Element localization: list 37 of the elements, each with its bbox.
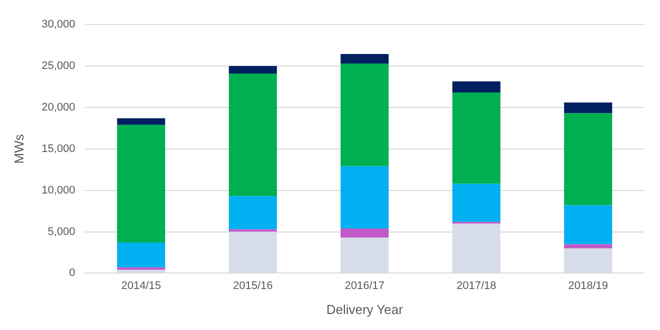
bar bbox=[228, 196, 277, 230]
bar bbox=[452, 81, 500, 93]
bar bbox=[117, 242, 166, 268]
y-tick-label: 10,000 bbox=[42, 184, 76, 196]
bar bbox=[564, 205, 612, 244]
x-axis-title: Delivery Year bbox=[326, 302, 404, 317]
bar bbox=[117, 124, 166, 243]
y-tick-label: 0 bbox=[69, 267, 76, 280]
y-tick-label: 25,000 bbox=[42, 60, 76, 72]
bar bbox=[564, 102, 612, 114]
bar bbox=[340, 166, 389, 228]
x-tick-label: 2017/18 bbox=[456, 280, 496, 292]
bar bbox=[452, 223, 500, 273]
bar bbox=[228, 232, 277, 273]
bar bbox=[228, 229, 277, 232]
bar bbox=[117, 267, 166, 270]
bar bbox=[228, 66, 277, 74]
y-tick-label: 20,000 bbox=[42, 102, 76, 114]
x-tick-label: 2014/15 bbox=[121, 280, 162, 292]
bar bbox=[564, 248, 612, 273]
bar bbox=[564, 244, 612, 248]
bar bbox=[452, 92, 500, 184]
bar bbox=[564, 113, 612, 206]
bar bbox=[340, 54, 389, 64]
x-tick-label: 2018/19 bbox=[568, 280, 608, 292]
bar bbox=[117, 118, 166, 125]
y-tick-label: 30,000 bbox=[42, 18, 76, 31]
x-tick-label: 2015/16 bbox=[232, 280, 273, 292]
bar bbox=[228, 73, 277, 196]
y-tick-label: 15,000 bbox=[42, 142, 76, 155]
bar bbox=[340, 238, 389, 273]
y-axis-title: MWs bbox=[11, 134, 26, 164]
bar bbox=[340, 228, 389, 238]
bar bbox=[452, 184, 500, 222]
bar bbox=[340, 64, 389, 166]
y-tick-label: 5,000 bbox=[48, 226, 76, 238]
x-tick-label: 2016/17 bbox=[344, 280, 385, 292]
